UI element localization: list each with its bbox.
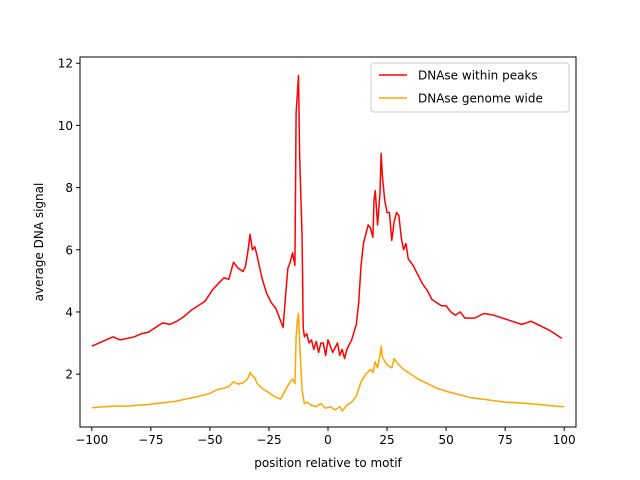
x-axis-label: position relative to motif [254,456,402,470]
y-tick-label: 8 [65,181,73,195]
x-tick-label: −25 [256,433,281,447]
y-tick-label: 2 [65,368,73,382]
y-tick-label: 4 [65,305,73,319]
x-tick-label: 0 [324,433,332,447]
y-axis-ticks: 2 4 6 8 10 12 [58,57,80,382]
series-line-dnase-genome-wide [91,312,565,412]
legend-label-genome-wide: DNAse genome wide [418,92,543,106]
x-tick-label: 25 [379,433,394,447]
x-tick-label: 100 [553,433,576,447]
y-tick-label: 6 [65,243,73,257]
y-tick-label: 10 [58,119,73,133]
legend-label-within-peaks: DNAse within peaks [418,69,538,83]
y-tick-label: 12 [58,57,73,71]
series-lines [91,74,565,412]
x-tick-label: 50 [438,433,453,447]
x-axis-ticks: −100 −75 −50 −25 0 25 50 75 100 [75,427,576,447]
y-axis-label: average DNA signal [32,183,46,302]
x-tick-label: −100 [75,433,108,447]
series-line-dnase-within-peaks [91,74,563,360]
x-tick-label: −50 [197,433,222,447]
x-tick-label: 75 [498,433,513,447]
legend-box [370,62,570,113]
x-tick-label: −75 [138,433,163,447]
legend: DNAse within peaks DNAse genome wide [370,62,570,113]
